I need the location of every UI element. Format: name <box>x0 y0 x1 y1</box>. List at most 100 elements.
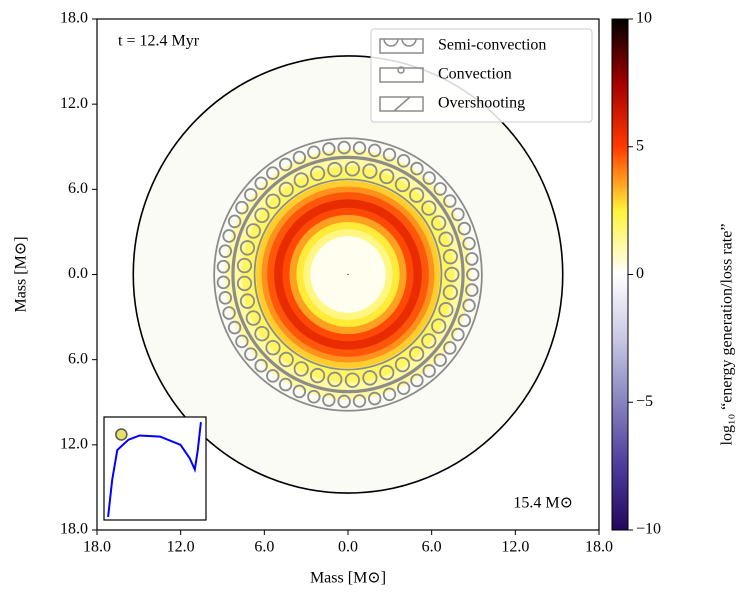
semi-convection-loop <box>227 320 242 335</box>
semi-convection-loop <box>362 370 378 386</box>
legend-icon <box>379 38 424 54</box>
legend: Semi-convection Convection Overshooting <box>370 28 593 123</box>
semi-convection-loop <box>307 389 321 404</box>
semi-convection-loop <box>293 361 309 377</box>
semi-convection-loop <box>457 313 472 328</box>
semi-convection-loop <box>462 298 476 313</box>
x-tick-label: 6.0 <box>254 539 274 556</box>
semi-convection-loop <box>421 200 437 216</box>
semi-convection-loop <box>465 252 479 266</box>
semi-convection-loop <box>254 358 268 373</box>
semi-convection-loop <box>421 333 437 349</box>
semi-convection-loop <box>216 275 231 290</box>
semi-convection-loop <box>309 165 326 182</box>
plot-area <box>132 55 564 494</box>
y-axis-label: Mass [M⊙] <box>13 236 30 312</box>
semi-convection-loop <box>309 367 326 384</box>
legend-icon <box>379 66 424 83</box>
semi-convection-loop <box>422 364 436 378</box>
semi-convection-loop <box>462 236 476 251</box>
inset-track <box>107 421 202 518</box>
semi-convection-loop <box>266 166 280 180</box>
semi-convection-loop <box>410 161 424 176</box>
colorbar <box>611 18 629 531</box>
semi-convection-loop <box>254 207 270 223</box>
semi-convection-loop <box>431 215 447 231</box>
semi-convection-loop <box>292 150 307 165</box>
semi-convection-loop <box>266 369 280 383</box>
semi-convection-loop <box>367 143 382 158</box>
semi-convection-loop <box>457 221 472 236</box>
semi-convection-loop <box>254 176 268 191</box>
colorbar-label: log₁₀ “energy generation/loss rate” <box>719 224 736 446</box>
semi-convection-loop <box>236 257 253 274</box>
semi-convection-loop <box>235 334 249 349</box>
semi-convection-loop <box>438 302 454 318</box>
semi-convection-loop <box>433 182 447 196</box>
semi-convection-loop <box>218 291 233 305</box>
semi-convection-loop <box>382 147 397 162</box>
semi-convection-loop <box>443 194 457 208</box>
semi-convection-loop <box>394 356 411 373</box>
colorbar-tick-label: 10 <box>636 10 652 27</box>
legend-label: Semi-convection <box>438 37 546 54</box>
legend-label: Overshooting <box>438 95 525 112</box>
overshoot-hatch <box>393 96 411 112</box>
colorbar-tick-label: 0 <box>636 265 644 282</box>
colorbar-tick-label: −10 <box>636 521 661 538</box>
semi-convection-loop <box>444 266 460 283</box>
x-tick-label: 18.0 <box>83 539 111 556</box>
semi-convection-loop <box>322 142 336 156</box>
legend-swatch <box>379 67 424 83</box>
semi-convection-loop <box>322 393 336 407</box>
semi-convection-loop <box>292 384 307 399</box>
semi-convection-loop <box>410 373 424 388</box>
inset-marker <box>115 428 128 441</box>
semi-convection-loop <box>293 172 309 188</box>
semi-convection-loop <box>409 346 425 362</box>
y-tick-label: 6.0 <box>68 350 88 367</box>
semi-convection-loop <box>244 188 258 202</box>
semi-convection-loop <box>278 377 293 392</box>
x-tick-label: 0.0 <box>338 539 358 556</box>
x-tick-label: 18.0 <box>585 539 613 556</box>
y-tick-label: 18.0 <box>60 10 88 27</box>
semi-convection-loop <box>422 171 436 185</box>
semi-convection-loop <box>396 153 411 168</box>
y-tick-label: 0.0 <box>68 265 88 282</box>
semi-convection-loop <box>327 371 343 388</box>
legend-icon <box>379 96 424 112</box>
y-tick-label: 6.0 <box>68 180 88 197</box>
legend-swatch <box>379 96 424 112</box>
semi-convection-loop <box>344 372 361 388</box>
semi-convection-loop <box>254 326 270 342</box>
semi-convection-loop <box>466 267 480 282</box>
semi-convection-loop <box>367 391 382 406</box>
semi-convection-loop <box>278 157 293 172</box>
convection-hatch <box>397 66 405 74</box>
x-tick-label: 6.0 <box>422 539 442 556</box>
semi-convection-loop <box>352 394 367 408</box>
semi-convection-loop <box>394 176 411 193</box>
colorbar-tick-label: −5 <box>636 393 653 410</box>
x-tick-label: 12.0 <box>167 539 195 556</box>
semi-convection-loop <box>218 244 233 258</box>
semi-convection-loop <box>442 248 458 265</box>
zone-boundary <box>231 155 465 394</box>
semi-convection-loop <box>278 351 294 368</box>
semi-convection-loop <box>245 223 261 239</box>
semi-convection-loop <box>327 161 343 178</box>
semi-convection-loop <box>227 214 242 229</box>
mixing-zone <box>213 137 483 412</box>
star-mass-label: 15.4 M⊙ <box>513 495 573 512</box>
semi-convection-loop <box>239 293 256 309</box>
semi-convection-loop <box>433 353 447 367</box>
semi-convection-loop <box>337 140 351 155</box>
mixing-zone <box>232 157 464 392</box>
semi-convection-loop <box>216 259 231 274</box>
y-tick-label: 18.0 <box>60 521 88 538</box>
semi-convection-loop <box>352 141 367 155</box>
semi-convection-loop <box>382 387 397 402</box>
semi-convection-loop <box>465 283 479 297</box>
